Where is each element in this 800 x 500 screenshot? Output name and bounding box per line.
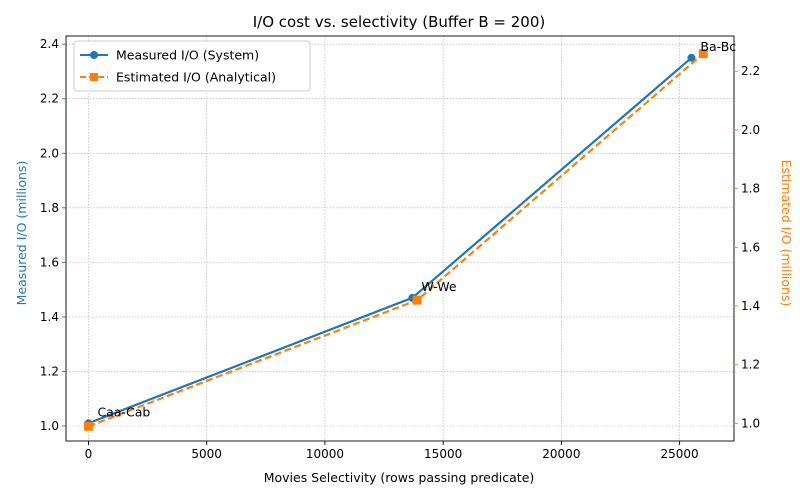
measured-series-line	[88, 56, 693, 425]
y-right-tick-label: 1.2	[741, 358, 760, 372]
y-left-tick-label: 2.0	[40, 146, 59, 160]
series-layer	[83, 49, 708, 431]
y-right-tick-label: 1.0	[741, 416, 760, 430]
y-right-tick-label: 1.8	[741, 182, 760, 196]
estimated-series-line	[88, 52, 704, 428]
x-tick-label: 20000	[542, 447, 580, 461]
y-right-tick-label: 2.2	[741, 64, 760, 78]
y-left-tick-label: 1.6	[40, 255, 59, 269]
axes-layer: 0 5000 10000 15000 20000 25000 1.0 1.2 1.4 1.6 1.8…	[40, 35, 760, 461]
y-left-tick-label: 2.4	[40, 37, 59, 51]
plot-frame	[65, 35, 735, 442]
y-left-tick-label: 1.8	[40, 201, 59, 215]
x-tick-label: 5000	[191, 447, 222, 461]
x-tick-label: 10000	[306, 447, 344, 461]
point-annotation: Ba-Bc	[700, 39, 736, 54]
legend-estimated-marker	[90, 73, 98, 81]
estimated-point	[412, 295, 422, 305]
legend-estimated-label: Estimated I/O (Analytical)	[116, 70, 276, 85]
y-right-tick-label: 2.0	[741, 123, 760, 137]
legend-box	[73, 40, 311, 92]
y-left-tick-label: 1.4	[40, 310, 59, 324]
estimated-point	[83, 421, 93, 431]
y-left-tick-label: 1.2	[40, 364, 59, 378]
legend-measured-marker	[90, 51, 98, 59]
y-left-tick-label: 2.2	[40, 92, 59, 106]
measured-point	[687, 53, 696, 62]
legend: Measured I/O (System) Estimated I/O (Ana…	[73, 40, 311, 92]
y-right-tick-label: 1.6	[741, 240, 760, 254]
legend-measured-label: Measured I/O (System)	[116, 48, 259, 63]
chart-title: I/O cost vs. selectivity (Buffer B = 200…	[253, 13, 546, 31]
x-tick-label: 25000	[661, 447, 699, 461]
x-axis-label: Movies Selectivity (rows passing predica…	[264, 470, 535, 485]
y-right-tick-label: 1.4	[741, 299, 760, 313]
estimated-point	[698, 49, 708, 59]
y-right-axis-label: Estimated I/O (millions)	[779, 160, 794, 307]
y-left-axis-label: Measured I/O (millions)	[14, 161, 29, 306]
x-tick-label: 15000	[424, 447, 462, 461]
point-annotation: W-We	[421, 279, 456, 294]
x-tick-label: 0	[85, 447, 93, 461]
y-left-tick-label: 1.0	[40, 419, 59, 433]
grid-layer	[66, 36, 734, 441]
point-annotation: Caa-Cab	[97, 404, 150, 419]
annotation-layer: Caa-Cab W-We Ba-Bc	[97, 39, 736, 419]
